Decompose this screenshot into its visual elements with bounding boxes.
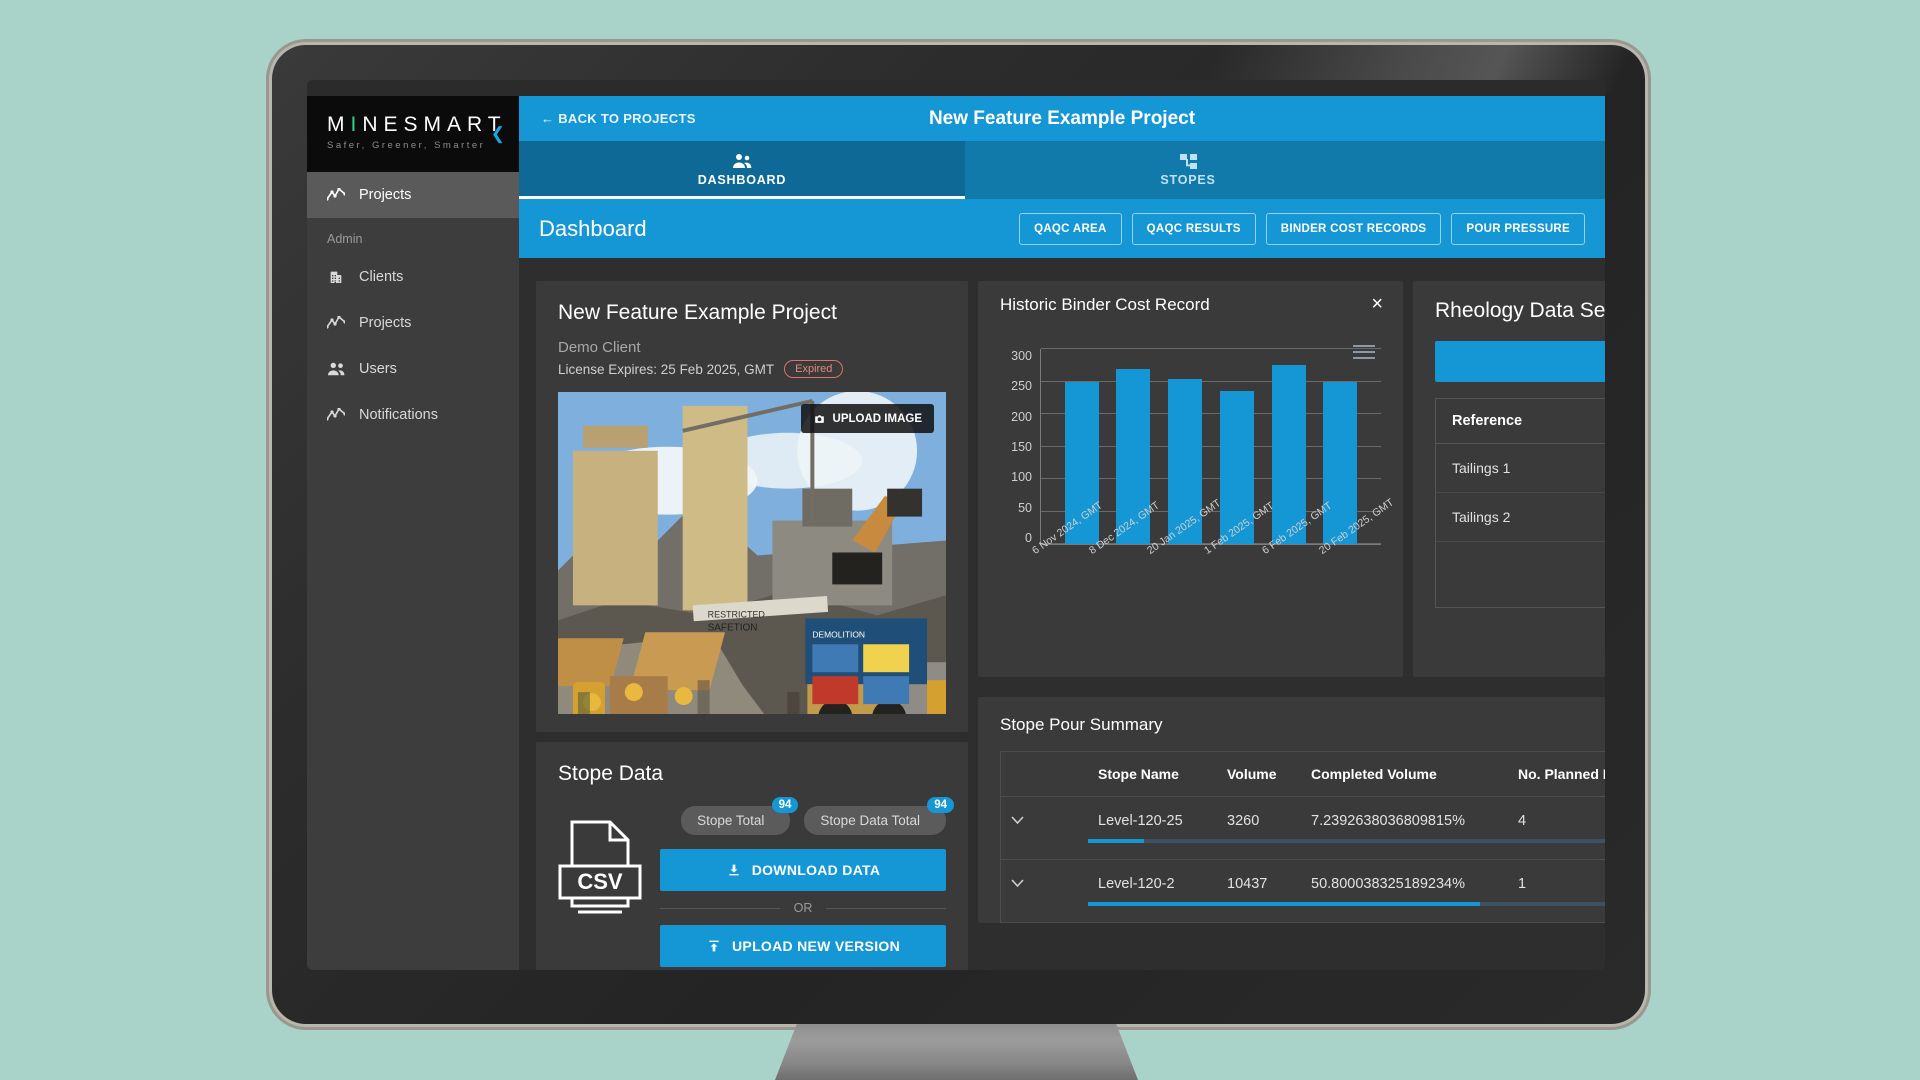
svg-text:CSV: CSV	[577, 869, 623, 894]
svg-text:DEMOLITION: DEMOLITION	[812, 629, 865, 639]
svg-text:SAFETION: SAFETION	[708, 622, 758, 633]
svg-text:RESTRICTED: RESTRICTED	[708, 609, 766, 619]
